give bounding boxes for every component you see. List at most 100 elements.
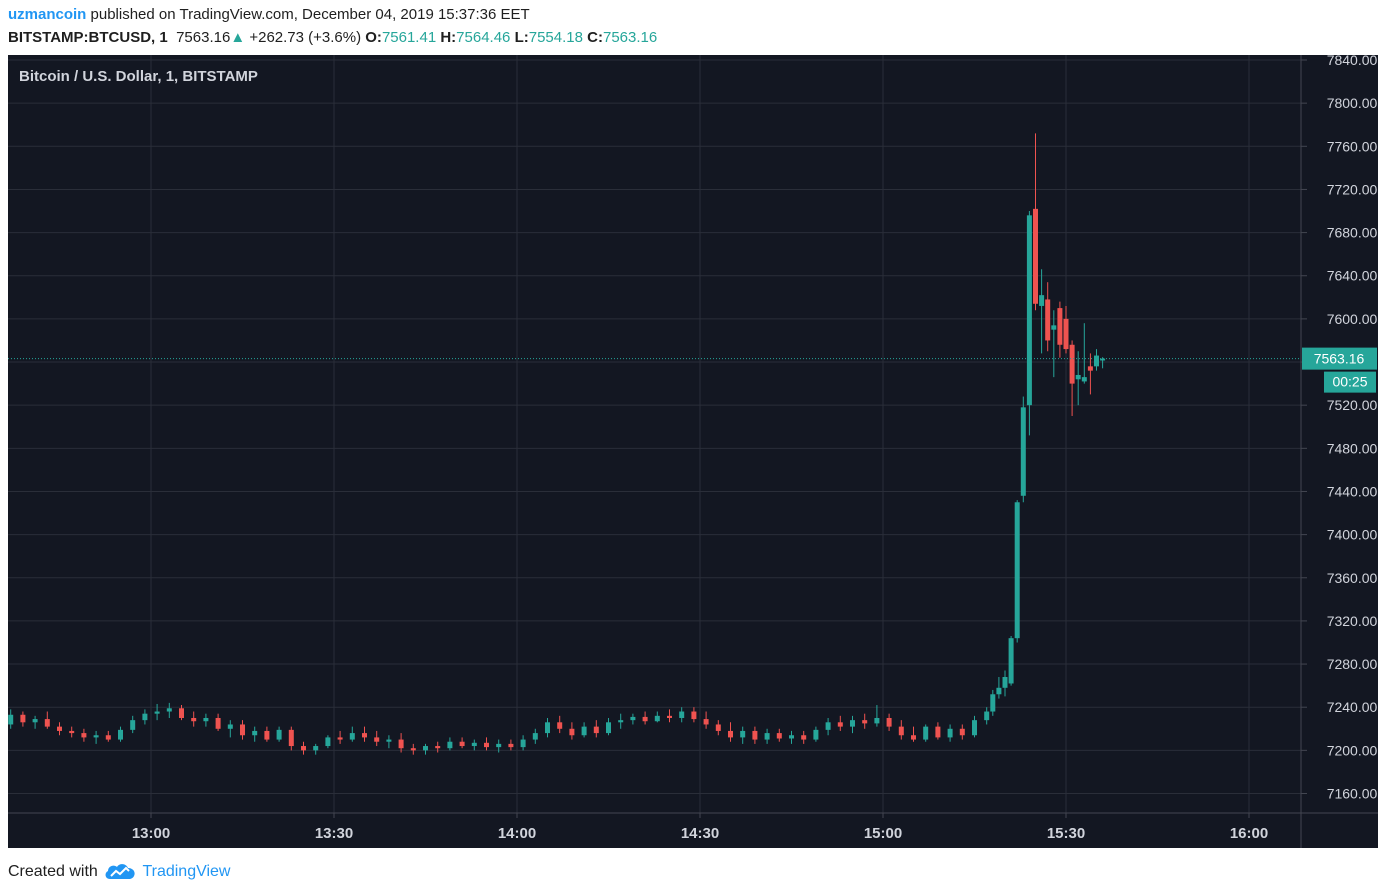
candle[interactable]: [1020, 396, 1026, 503]
candle[interactable]: [203, 713, 209, 727]
candle[interactable]: [301, 741, 306, 755]
candle[interactable]: [264, 726, 270, 742]
candle[interactable]: [1008, 636, 1014, 686]
candle[interactable]: [520, 735, 526, 751]
candle[interactable]: [142, 709, 148, 725]
candle[interactable]: [947, 724, 953, 742]
candle[interactable]: [1075, 351, 1081, 406]
candle[interactable]: [130, 715, 136, 734]
candle[interactable]: [935, 722, 941, 740]
candle[interactable]: [349, 726, 355, 742]
candle[interactable]: [276, 726, 282, 742]
candle[interactable]: [1051, 310, 1057, 378]
candle[interactable]: [471, 739, 477, 751]
candle[interactable]: [862, 713, 868, 729]
candle[interactable]: [81, 728, 87, 742]
candle[interactable]: [118, 726, 123, 742]
candle[interactable]: [1002, 670, 1008, 697]
candle[interactable]: [484, 737, 489, 751]
symbol-name[interactable]: BITSTAMP:BTCUSD, 1: [8, 29, 168, 46]
candle[interactable]: [752, 726, 758, 744]
candle[interactable]: [1014, 500, 1020, 643]
candle[interactable]: [1045, 282, 1051, 352]
candle[interactable]: [1063, 305, 1069, 354]
candle[interactable]: [252, 726, 258, 742]
candle[interactable]: [874, 705, 880, 727]
candle[interactable]: [386, 735, 392, 749]
candle[interactable]: [801, 730, 807, 744]
candle[interactable]: [1087, 353, 1093, 395]
candle[interactable]: [459, 737, 465, 749]
candle[interactable]: [105, 730, 111, 742]
candle[interactable]: [959, 724, 965, 740]
candle[interactable]: [154, 703, 160, 721]
candle[interactable]: [32, 715, 38, 729]
tradingview-link[interactable]: TradingView: [142, 863, 231, 880]
candle[interactable]: [740, 726, 746, 744]
candle[interactable]: [911, 726, 916, 742]
candle[interactable]: [69, 726, 75, 738]
candle[interactable]: [813, 726, 819, 742]
candle[interactable]: [240, 720, 245, 740]
candle[interactable]: [325, 735, 331, 749]
candle[interactable]: [593, 720, 599, 738]
candle[interactable]: [581, 722, 587, 738]
candle[interactable]: [1033, 133, 1038, 311]
candle[interactable]: [923, 724, 929, 742]
candle[interactable]: [179, 705, 184, 721]
candle[interactable]: [496, 739, 502, 753]
candle[interactable]: [557, 715, 563, 734]
candle[interactable]: [972, 715, 977, 738]
candle[interactable]: [215, 713, 221, 731]
candle[interactable]: [435, 741, 441, 753]
candle[interactable]: [667, 709, 672, 723]
candle[interactable]: [850, 715, 855, 734]
candle[interactable]: [569, 722, 575, 740]
candle[interactable]: [545, 717, 550, 738]
candle[interactable]: [362, 726, 367, 742]
candlestick-chart[interactable]: 7160.00 7200.00 7240.00 7280.00 7320.00 7360.…: [8, 55, 1378, 848]
candle[interactable]: [990, 689, 996, 716]
candle[interactable]: [606, 717, 611, 736]
candle[interactable]: [288, 726, 294, 751]
candle[interactable]: [825, 717, 831, 736]
candle[interactable]: [1039, 269, 1045, 354]
candle[interactable]: [410, 743, 416, 755]
candle[interactable]: [703, 711, 709, 729]
candle[interactable]: [1057, 301, 1063, 358]
candle[interactable]: [728, 722, 733, 742]
candle[interactable]: [642, 711, 648, 725]
candle[interactable]: [57, 722, 62, 736]
candle[interactable]: [630, 713, 636, 725]
candle[interactable]: [93, 730, 99, 744]
candle[interactable]: [508, 739, 514, 751]
candle[interactable]: [166, 702, 172, 718]
candle[interactable]: [679, 707, 685, 723]
candle[interactable]: [227, 720, 233, 738]
candle[interactable]: [886, 713, 892, 731]
candle[interactable]: [20, 711, 26, 727]
candle[interactable]: [374, 730, 380, 747]
candle[interactable]: [691, 707, 697, 723]
candle[interactable]: [654, 711, 660, 723]
candle[interactable]: [398, 733, 404, 753]
candle[interactable]: [898, 720, 904, 740]
candle[interactable]: [837, 715, 843, 731]
candle[interactable]: [789, 730, 794, 744]
candle[interactable]: [532, 728, 538, 744]
candle[interactable]: [618, 713, 624, 729]
candle[interactable]: [776, 728, 782, 742]
candle[interactable]: [764, 728, 770, 744]
candle[interactable]: [996, 677, 1002, 699]
author-link[interactable]: uzmancoin: [8, 6, 87, 23]
candle[interactable]: [1100, 357, 1106, 369]
candle[interactable]: [1069, 340, 1075, 416]
candle[interactable]: [1094, 349, 1099, 371]
candle[interactable]: [447, 737, 453, 751]
candle[interactable]: [191, 711, 197, 727]
candle[interactable]: [423, 743, 428, 755]
candle[interactable]: [1026, 211, 1032, 436]
candle[interactable]: [1081, 323, 1087, 384]
candle[interactable]: [8, 709, 14, 729]
time-axis[interactable]: 13:00 13:30 14:00 14:30 15:00 15:30 16:00: [132, 813, 1268, 842]
